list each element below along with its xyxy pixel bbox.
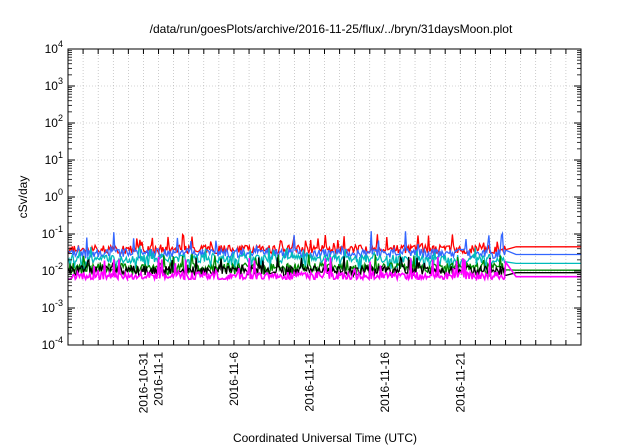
x-axis-ticks: 2016-10-31 2016-11-1 2016-11-6 2016-11-11 20… bbox=[82, 49, 567, 414]
y-tick-label: 10-3 bbox=[42, 298, 63, 315]
y-axis-label: cSv/day bbox=[16, 176, 30, 219]
x-axis-label: Coordinated Universal Time (UTC) bbox=[233, 431, 417, 445]
x-tick-label: 2016-10-31 bbox=[136, 352, 150, 414]
x-tick-label: 2016-11-6 bbox=[227, 352, 241, 406]
x-tick-label: 2016-11-16 bbox=[378, 352, 392, 413]
grid-lines bbox=[68, 49, 581, 345]
y-tick-label: 10-1 bbox=[42, 224, 63, 241]
chart-title: /data/run/goesPlots/archive/2016-11-25/f… bbox=[150, 22, 513, 36]
series-line bbox=[67, 253, 581, 277]
series-line bbox=[67, 244, 581, 271]
x-tick-label: 2016-11-21 bbox=[453, 352, 467, 413]
y-tick-label: 103 bbox=[45, 76, 63, 93]
x-tick-label: 2016-11-11 bbox=[302, 352, 316, 412]
series-line bbox=[67, 256, 581, 283]
data-series bbox=[67, 231, 581, 283]
y-tick-label: 101 bbox=[45, 150, 63, 167]
y-axis-ticks: 10-4 10-3 10-2 10-1 100 101 102 103 104 bbox=[42, 39, 581, 352]
y-tick-label: 102 bbox=[45, 113, 63, 130]
x-tick-label: 2016-11-1 bbox=[152, 352, 166, 406]
y-tick-label: 10-2 bbox=[42, 261, 63, 278]
y-tick-label: 10-4 bbox=[42, 335, 63, 352]
y-tick-label: 104 bbox=[45, 39, 63, 56]
y-tick-label: 100 bbox=[45, 187, 63, 204]
